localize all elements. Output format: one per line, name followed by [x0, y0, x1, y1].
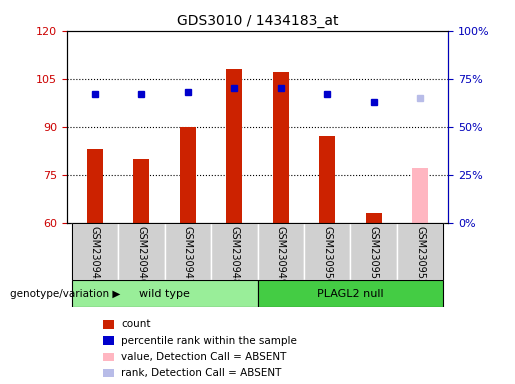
- Bar: [211, 223, 258, 280]
- Bar: [272, 72, 289, 223]
- Bar: [87, 149, 103, 223]
- Text: GSM230950: GSM230950: [322, 225, 332, 285]
- Text: value, Detection Call = ABSENT: value, Detection Call = ABSENT: [121, 352, 286, 362]
- Bar: [350, 223, 397, 280]
- Bar: [258, 280, 443, 307]
- Bar: [165, 223, 211, 280]
- Title: GDS3010 / 1434183_at: GDS3010 / 1434183_at: [177, 14, 338, 28]
- Bar: [397, 223, 443, 280]
- Text: GSM230947: GSM230947: [183, 225, 193, 285]
- Text: GSM230946: GSM230946: [136, 225, 146, 285]
- Text: percentile rank within the sample: percentile rank within the sample: [121, 336, 297, 346]
- Text: GSM230945: GSM230945: [90, 225, 100, 285]
- Text: GSM230949: GSM230949: [276, 225, 286, 285]
- Text: genotype/variation ▶: genotype/variation ▶: [10, 289, 121, 299]
- Text: count: count: [121, 319, 150, 329]
- Text: GSM230952: GSM230952: [415, 225, 425, 285]
- Bar: [366, 213, 382, 223]
- Text: PLAGL2 null: PLAGL2 null: [317, 289, 384, 299]
- Bar: [319, 136, 335, 223]
- Text: rank, Detection Call = ABSENT: rank, Detection Call = ABSENT: [121, 368, 281, 378]
- Text: GSM230948: GSM230948: [229, 225, 239, 285]
- Bar: [118, 223, 165, 280]
- Text: wild type: wild type: [139, 289, 190, 299]
- Bar: [133, 159, 149, 223]
- Bar: [304, 223, 350, 280]
- Text: GSM230951: GSM230951: [369, 225, 379, 285]
- Bar: [180, 127, 196, 223]
- Bar: [72, 223, 118, 280]
- Bar: [258, 223, 304, 280]
- Bar: [72, 280, 258, 307]
- Bar: [412, 168, 428, 223]
- Bar: [226, 69, 243, 223]
